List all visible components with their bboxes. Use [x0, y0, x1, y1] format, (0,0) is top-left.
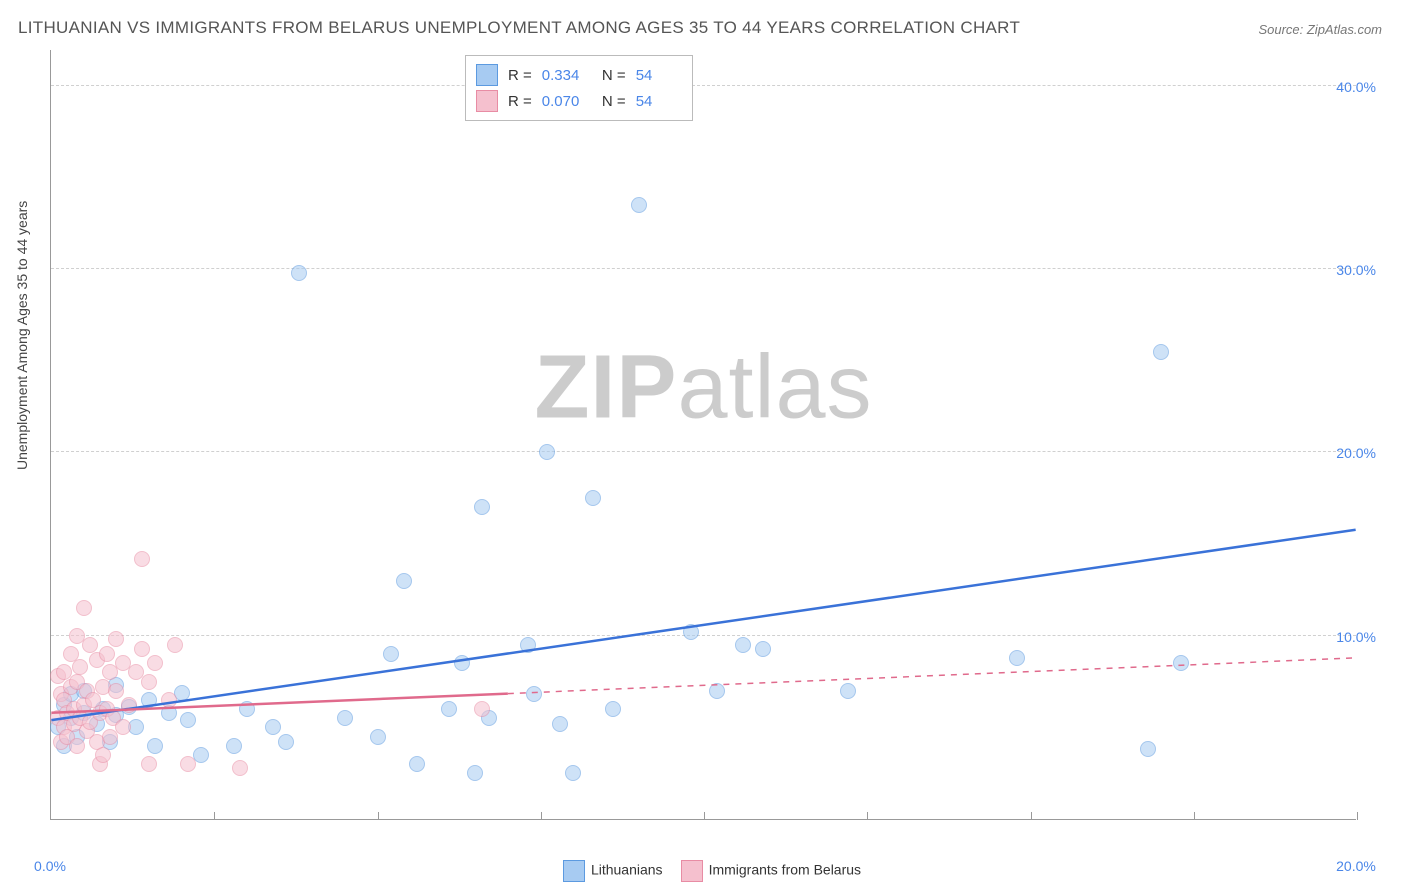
lithuanians-point: [409, 756, 425, 772]
y-tick-label: 30.0%: [1336, 262, 1376, 278]
watermark-light: atlas: [677, 338, 872, 438]
lithuanians-point: [683, 624, 699, 640]
stats-r-label: R =: [508, 67, 532, 84]
belarus-point: [108, 631, 124, 647]
lithuanians-point: [840, 683, 856, 699]
gridline: [51, 85, 1356, 86]
stats-n-value: 54: [636, 67, 682, 84]
y-axis-label: Unemployment Among Ages 35 to 44 years: [14, 201, 30, 470]
x-tick: [867, 812, 868, 820]
stats-row-lithuanians: R = 0.334 N = 54: [476, 62, 682, 88]
y-tick-label: 40.0%: [1336, 79, 1376, 95]
belarus-point: [115, 719, 131, 735]
gridline: [51, 451, 1356, 452]
lithuanians-point: [735, 637, 751, 653]
legend-label: Lithuanians: [591, 862, 663, 878]
lithuanians-point: [755, 641, 771, 657]
lithuanians-trendline: [51, 530, 1355, 720]
belarus-point: [147, 655, 163, 671]
belarus-point: [141, 756, 157, 772]
belarus-trendline-dash: [508, 658, 1356, 694]
lithuanians-point: [147, 738, 163, 754]
lithuanians-point: [467, 765, 483, 781]
gridline: [51, 635, 1356, 636]
legend-swatch-icon: [563, 860, 585, 882]
lithuanians-point: [239, 701, 255, 717]
lithuanians-point: [539, 444, 555, 460]
belarus-point: [141, 674, 157, 690]
x-tick: [541, 812, 542, 820]
swatch-icon: [476, 64, 498, 86]
belarus-point: [69, 738, 85, 754]
stats-row-belarus: R = 0.070 N = 54: [476, 88, 682, 114]
lithuanians-point: [1153, 344, 1169, 360]
swatch-icon: [476, 90, 498, 112]
stats-n-label: N =: [598, 67, 626, 84]
stats-n-value: 54: [636, 93, 682, 110]
lithuanians-point: [265, 719, 281, 735]
legend-label: Immigrants from Belarus: [709, 862, 861, 878]
lithuanians-point: [141, 692, 157, 708]
bottom-legend: Lithuanians Immigrants from Belarus: [0, 860, 1406, 882]
gridline: [51, 268, 1356, 269]
watermark-bold: ZIP: [534, 338, 677, 438]
x-tick: [704, 812, 705, 820]
stats-r-value: 0.334: [542, 67, 588, 84]
belarus-point: [82, 637, 98, 653]
lithuanians-point: [709, 683, 725, 699]
lithuanians-point: [370, 729, 386, 745]
lithuanians-point: [605, 701, 621, 717]
lithuanians-point: [1009, 650, 1025, 666]
lithuanians-point: [520, 637, 536, 653]
x-tick: [1194, 812, 1195, 820]
chart-title: LITHUANIAN VS IMMIGRANTS FROM BELARUS UN…: [18, 18, 1020, 38]
stats-r-value: 0.070: [542, 93, 588, 110]
belarus-point: [167, 637, 183, 653]
x-tick: [378, 812, 379, 820]
plot-area: ZIPatlas: [50, 50, 1356, 820]
belarus-point: [474, 701, 490, 717]
lithuanians-point: [585, 490, 601, 506]
belarus-point: [72, 659, 88, 675]
lithuanians-point: [226, 738, 242, 754]
lithuanians-point: [441, 701, 457, 717]
belarus-point: [95, 747, 111, 763]
stats-legend: R = 0.334 N = 54 R = 0.070 N = 54: [465, 55, 693, 121]
y-tick-label: 10.0%: [1336, 629, 1376, 645]
lithuanians-point: [474, 499, 490, 515]
lithuanians-point: [454, 655, 470, 671]
lithuanians-point: [337, 710, 353, 726]
belarus-point: [161, 692, 177, 708]
watermark: ZIPatlas: [534, 337, 872, 440]
legend-swatch-icon: [681, 860, 703, 882]
lithuanians-point: [291, 265, 307, 281]
lithuanians-point: [631, 197, 647, 213]
lithuanians-point: [1173, 655, 1189, 671]
belarus-point: [134, 551, 150, 567]
stats-n-label: N =: [598, 93, 626, 110]
lithuanians-point: [180, 712, 196, 728]
belarus-point: [108, 683, 124, 699]
belarus-point: [99, 646, 115, 662]
lithuanians-point: [1140, 741, 1156, 757]
lithuanians-point: [565, 765, 581, 781]
belarus-point: [76, 600, 92, 616]
lithuanians-point: [383, 646, 399, 662]
x-tick: [214, 812, 215, 820]
y-tick-label: 20.0%: [1336, 445, 1376, 461]
lithuanians-point: [552, 716, 568, 732]
lithuanians-point: [396, 573, 412, 589]
stats-r-label: R =: [508, 93, 532, 110]
lithuanians-point: [526, 686, 542, 702]
chart-source: Source: ZipAtlas.com: [1258, 22, 1382, 37]
lithuanians-point: [278, 734, 294, 750]
x-tick: [1031, 812, 1032, 820]
x-tick: [1357, 812, 1358, 820]
x-tick-min: 0.0%: [34, 858, 66, 874]
belarus-point: [180, 756, 196, 772]
x-tick-max: 20.0%: [1336, 858, 1376, 874]
belarus-point: [121, 697, 137, 713]
belarus-point: [134, 641, 150, 657]
belarus-point: [232, 760, 248, 776]
